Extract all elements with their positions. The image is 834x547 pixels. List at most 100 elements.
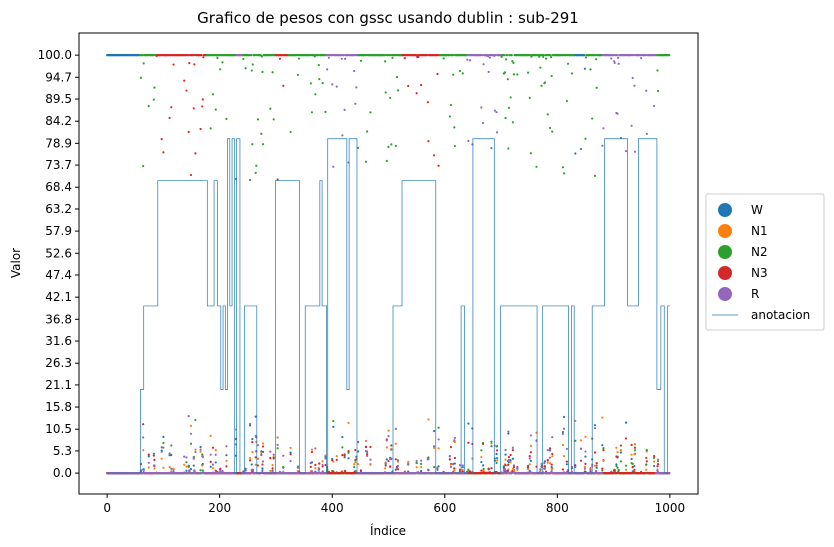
- data-point: [309, 465, 312, 468]
- data-point: [543, 460, 547, 463]
- data-point: [574, 464, 577, 467]
- data-point: [593, 464, 597, 467]
- data-point: [391, 56, 394, 59]
- data-point: [216, 56, 219, 60]
- data-point: [240, 54, 243, 57]
- data-point: [194, 418, 197, 422]
- data-point: [188, 62, 191, 65]
- data-point: [201, 469, 204, 472]
- data-point: [309, 82, 312, 85]
- data-point: [630, 443, 633, 446]
- data-point: [310, 448, 314, 451]
- data-point: [162, 466, 165, 469]
- data-point: [655, 54, 659, 57]
- data-point: [624, 464, 628, 467]
- data-point: [420, 459, 423, 462]
- data-point: [550, 74, 553, 78]
- data-point: [332, 425, 335, 429]
- data-point: [187, 465, 190, 468]
- data-point: [426, 472, 429, 475]
- data-point: [656, 89, 660, 93]
- data-point: [152, 454, 155, 457]
- data-point: [162, 151, 165, 154]
- data-point: [600, 472, 603, 475]
- data-point: [335, 458, 338, 461]
- data-point: [601, 467, 604, 470]
- data-point: [645, 448, 648, 452]
- data-point: [551, 452, 554, 456]
- data-point: [214, 453, 217, 456]
- data-point: [385, 439, 388, 442]
- data-point: [335, 454, 338, 458]
- data-point: [528, 469, 531, 472]
- data-point: [449, 103, 453, 107]
- data-point: [490, 147, 493, 150]
- data-point: [540, 84, 543, 87]
- data-point: [192, 464, 195, 467]
- data-point: [201, 464, 204, 467]
- data-point: [221, 469, 224, 473]
- data-point: [507, 430, 510, 433]
- data-point: [656, 458, 660, 461]
- data-point: [342, 472, 346, 475]
- data-point: [271, 463, 274, 467]
- data-point: [427, 456, 430, 459]
- data-point: [453, 126, 456, 129]
- data-point: [548, 126, 552, 130]
- data-point: [353, 69, 356, 73]
- data-point: [512, 464, 516, 467]
- data-point: [624, 437, 628, 440]
- data-point: [355, 54, 359, 57]
- data-point: [645, 468, 648, 471]
- data-point: [516, 468, 519, 471]
- data-point: [420, 462, 423, 465]
- data-point: [593, 451, 597, 454]
- data-point: [509, 459, 512, 462]
- data-point: [512, 73, 516, 76]
- data-point: [203, 54, 207, 57]
- data-point: [546, 448, 549, 452]
- data-point: [201, 455, 204, 458]
- data-point: [481, 54, 484, 57]
- data-point: [387, 434, 390, 438]
- data-point: [511, 457, 514, 460]
- data-point: [160, 457, 163, 460]
- data-point: [168, 466, 171, 469]
- data-point: [353, 465, 356, 469]
- data-point: [574, 439, 577, 442]
- data-point: [342, 54, 346, 57]
- data-point: [633, 443, 637, 446]
- data-point: [347, 457, 350, 460]
- data-point: [211, 446, 215, 449]
- data-point: [248, 424, 252, 427]
- data-point: [461, 466, 464, 469]
- data-point: [507, 458, 511, 462]
- data-point: [209, 465, 212, 468]
- data-point: [225, 445, 228, 448]
- data-point: [153, 458, 156, 461]
- data-point: [310, 470, 314, 473]
- data-point: [624, 421, 628, 424]
- data-point: [209, 453, 212, 456]
- data-point: [390, 143, 393, 146]
- data-point: [168, 116, 171, 119]
- data-point: [260, 132, 263, 135]
- data-point: [344, 57, 347, 61]
- data-point: [347, 451, 350, 454]
- data-point: [214, 449, 217, 452]
- data-point: [511, 449, 514, 452]
- data-point: [550, 467, 553, 471]
- data-point: [584, 462, 587, 465]
- data-point: [225, 454, 228, 457]
- data-point: [269, 450, 272, 453]
- data-point: [631, 470, 634, 473]
- data-point: [282, 465, 285, 469]
- data-point: [162, 441, 165, 445]
- data-point: [364, 445, 368, 449]
- data-point: [254, 472, 257, 475]
- data-point: [394, 458, 397, 461]
- data-point: [574, 152, 577, 155]
- data-point: [193, 63, 196, 66]
- data-point: [187, 415, 190, 418]
- data-point: [495, 461, 498, 465]
